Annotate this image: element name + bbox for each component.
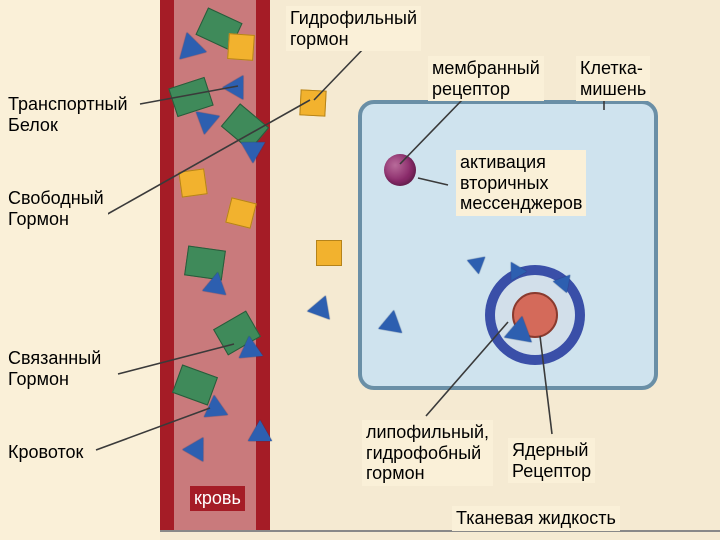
lipophilic-hormone-5 [237, 335, 263, 358]
lipophilic-hormone-9 [307, 292, 337, 320]
hydrophilic-hormone-0 [227, 33, 255, 61]
lipophilic-hormone-14 [504, 314, 536, 342]
label-hydrophilic: Гидрофильный гормон [286, 6, 421, 51]
diagram-stage: Гидрофильный гормонмембранный рецептор Кл… [0, 0, 720, 540]
label-target_cell: Клетка- мишень [576, 56, 650, 101]
label-membrane_rec: мембранный рецептор [428, 56, 544, 101]
label-transport: Транспортный Белок [4, 92, 132, 137]
membrane-receptor-icon [384, 154, 416, 186]
label-lipophilic: липофильный, гидрофобный гормон [362, 420, 493, 486]
hydrophilic-hormone-4 [316, 240, 342, 266]
label-bound: Связанный Гормон [4, 346, 105, 391]
lipophilic-hormone-6 [202, 394, 228, 417]
lipophilic-hormone-7 [248, 420, 272, 441]
label-free: Свободный Гормон [4, 186, 108, 231]
label-blood: кровь [190, 486, 245, 511]
label-nuclear_rec: Ядерный Рецептор [508, 438, 595, 483]
lipophilic-hormone-4 [202, 270, 229, 295]
label-tissue: Тканевая жидкость [452, 506, 620, 531]
label-activation: активация вторичных мессенджеров [456, 150, 586, 216]
hydrophilic-hormone-3 [299, 89, 326, 116]
baseline [160, 530, 720, 532]
hydrophilic-hormone-1 [178, 168, 207, 197]
lipophilic-hormone-10 [378, 308, 405, 333]
label-bloodflow: Кровоток [4, 440, 87, 465]
